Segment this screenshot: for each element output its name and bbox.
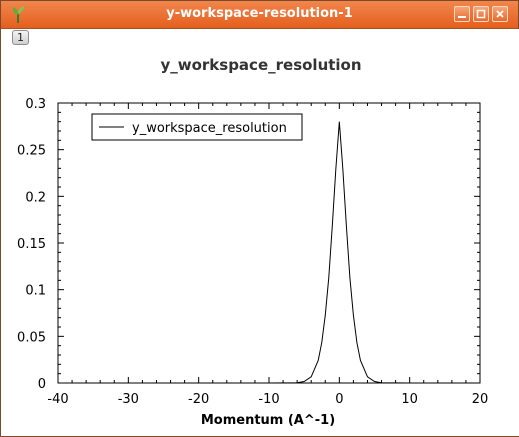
chart[interactable]: y_workspace_resolution -40 -30 -20 -10 0 10 20… xyxy=(2,29,519,436)
x-tick-label: -40 xyxy=(47,392,68,407)
plot-area-container: 1 y_workspace_resolution -40 -30 -20 -10 0 10… xyxy=(2,29,519,436)
close-icon xyxy=(496,10,504,18)
x-tick-label: 0 xyxy=(335,392,343,407)
axes: -40 -30 -20 -10 0 10 20 0 0.05 0.1 0.15 0.2 0.25 0.3 xyxy=(17,97,488,407)
maximize-icon xyxy=(476,9,486,19)
y-tick-label: 0 xyxy=(38,377,46,392)
y-tick-label: 0.1 xyxy=(25,284,46,299)
y-tick-label: 0.05 xyxy=(17,330,46,345)
maximize-button[interactable] xyxy=(473,6,489,22)
x-tick-label: -20 xyxy=(188,392,209,407)
plot-frame xyxy=(57,102,481,384)
y-tick-label: 0.3 xyxy=(25,97,46,112)
close-button[interactable] xyxy=(492,6,508,22)
window-title: y-workspace-resolution-1 xyxy=(166,6,353,21)
x-axis-label: Momentum (A^-1) xyxy=(201,413,335,428)
legend-box xyxy=(91,113,303,141)
series-line-0 xyxy=(79,121,466,384)
x-tick-label: 20 xyxy=(472,392,489,407)
y-tick-label: 0.15 xyxy=(17,237,46,252)
legend[interactable]: y_workspace_resolution xyxy=(91,113,303,141)
x-tick-label: -10 xyxy=(258,392,279,407)
series-layer xyxy=(79,121,466,384)
minimize-button[interactable] xyxy=(454,6,470,22)
y-tick-label: 0.2 xyxy=(25,190,46,205)
chart-title: y_workspace_resolution xyxy=(160,56,361,74)
minimize-icon xyxy=(458,16,466,18)
x-tick-label: 10 xyxy=(401,392,418,407)
x-tick-label: -30 xyxy=(118,392,139,407)
mantid-plant-icon xyxy=(12,6,24,23)
y-tick-label: 0.25 xyxy=(17,144,46,159)
legend-label: y_workspace_resolution xyxy=(132,121,287,136)
layer-tab-1[interactable]: 1 xyxy=(12,30,29,45)
title-bar[interactable]: y-workspace-resolution-1 xyxy=(1,1,518,29)
